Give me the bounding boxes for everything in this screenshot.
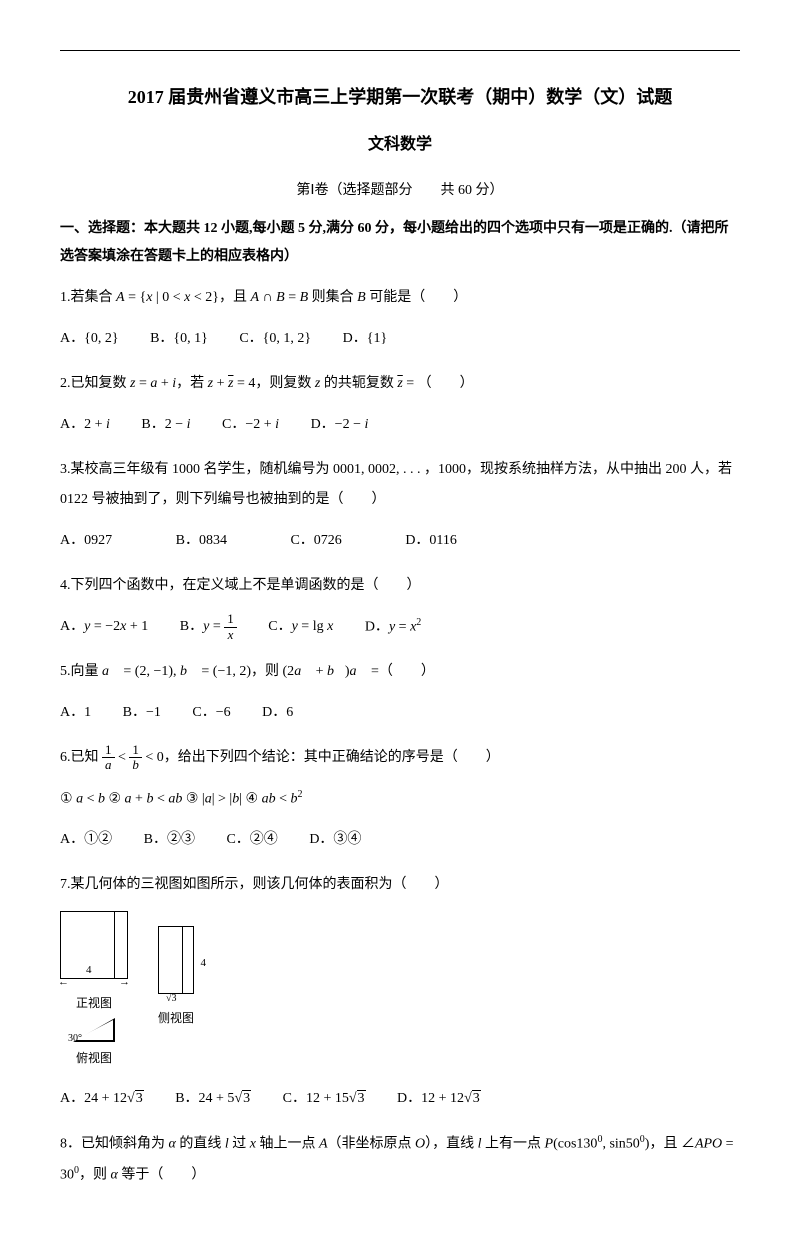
question-3: 3.某校高三年级有 1000 名学生，随机编号为 0001, 0002, . .…	[60, 455, 740, 517]
q7-opt-c: C．12 + 15√3	[283, 1084, 366, 1115]
q7-opt-d: D．12 + 12√3	[397, 1084, 481, 1115]
q2-opt-c: C．−2 + i	[222, 410, 279, 441]
section-label: 第Ⅰ卷（选择题部分 共 60 分）	[60, 178, 740, 203]
q4-opt-a: A．y = −2x + 1	[60, 612, 148, 643]
q4-opt-d: D．y = x2	[365, 612, 421, 643]
q7-opt-b: B．24 + 5√3	[175, 1084, 251, 1115]
instructions: 一、选择题：本大题共 12 小题,每小题 5 分,满分 60 分，每小题给出的四…	[60, 215, 740, 271]
exam-subtitle: 文科数学	[60, 131, 740, 160]
q5-opt-c: C．−6	[192, 698, 230, 729]
q6-opt-a: A．①②	[60, 825, 112, 856]
q6-options: A．①② B．②③ C．②④ D．③④	[60, 825, 740, 856]
q3-options: A．0927 B．0834 C．0726 D．0116	[60, 526, 740, 557]
q1-opt-a: A．{0, 2}	[60, 324, 119, 355]
q4-options: A．y = −2x + 1 B．y = 1x C．y = lg x D．y = …	[60, 612, 740, 643]
question-5: 5.向量 a⃗ = (2, −1), b⃗ = (−1, 2)，则 (2a⃗ +…	[60, 657, 740, 688]
q1-opt-b: B．{0, 1}	[150, 324, 208, 355]
q2-opt-a: A．2 + i	[60, 410, 110, 441]
q5-opt-d: D．6	[262, 698, 293, 729]
q2-options: A．2 + i B．2 − i C．−2 + i D．−2 − i	[60, 410, 740, 441]
front-view: 4 ← → 正视图 30° 俯视图	[60, 911, 128, 1070]
q1-stem: 1.若集合 A = {x | 0 < x < 2}，且 A ∩ B = B 则集…	[60, 290, 467, 305]
q2-opt-b: B．2 − i	[141, 410, 190, 441]
q6-opt-b: B．②③	[144, 825, 195, 856]
question-8: 8．已知倾斜角为 α 的直线 l 过 x 轴上一点 A（非坐标原点 O），直线 …	[60, 1129, 740, 1192]
q4-opt-b: B．y = 1x	[180, 612, 237, 643]
question-6: 6.已知 1a < 1b < 0，给出下列四个结论：其中正确结论的序号是（ ）	[60, 743, 740, 774]
q5-opt-b: B．−1	[123, 698, 161, 729]
q5-options: A．1 B．−1 C．−6 D．6	[60, 698, 740, 729]
q4-opt-c: C．y = lg x	[268, 612, 333, 643]
q3-opt-a: A．0927	[60, 526, 112, 557]
q2-opt-d: D．−2 − i	[311, 410, 369, 441]
q7-options: A．24 + 12√3 B．24 + 5√3 C．12 + 15√3 D．12 …	[60, 1084, 740, 1115]
q3-opt-c: C．0726	[290, 526, 341, 557]
q6-opt-d: D．③④	[309, 825, 361, 856]
three-views: 4 ← → 正视图 30° 俯视图 4 √3 侧视图	[60, 911, 740, 1070]
q1-opt-c: C．{0, 1, 2}	[239, 324, 311, 355]
q3-opt-d: D．0116	[405, 526, 457, 557]
question-2: 2.已知复数 z = a + i，若 z + z = 4，则复数 z 的共轭复数…	[60, 369, 740, 400]
exam-title: 2017 届贵州省遵义市高三上学期第一次联考（期中）数学（文）试题	[60, 81, 740, 113]
q1-opt-d: D．{1}	[343, 324, 388, 355]
question-4: 4.下列四个函数中，在定义域上不是单调函数的是（ ）	[60, 571, 740, 602]
question-1: 1.若集合 A = {x | 0 < x < 2}，且 A ∩ B = B 则集…	[60, 283, 740, 314]
q5-opt-a: A．1	[60, 698, 91, 729]
q1-options: A．{0, 2} B．{0, 1} C．{0, 1, 2} D．{1}	[60, 324, 740, 355]
q3-opt-b: B．0834	[176, 526, 227, 557]
q6-opt-c: C．②④	[226, 825, 277, 856]
top-rule	[60, 50, 740, 51]
side-view: 4 √3 侧视图	[158, 926, 194, 1070]
q7-opt-a: A．24 + 12√3	[60, 1084, 144, 1115]
q6-statements: ① a < b ② a + b < ab ③ |a| > |b| ④ ab < …	[60, 784, 740, 815]
question-7: 7.某几何体的三视图如图所示，则该几何体的表面积为（ ）	[60, 870, 740, 901]
